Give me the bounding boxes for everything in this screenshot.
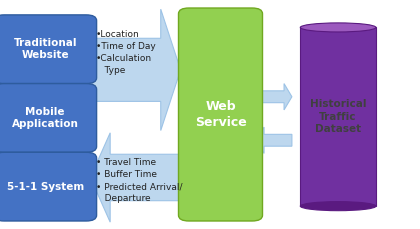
- Text: 5-1-1 System: 5-1-1 System: [7, 182, 84, 192]
- Polygon shape: [256, 84, 292, 110]
- FancyBboxPatch shape: [0, 152, 97, 221]
- Text: Mobile
Application: Mobile Application: [12, 107, 79, 129]
- Polygon shape: [256, 127, 292, 153]
- FancyBboxPatch shape: [0, 84, 97, 152]
- Text: Web
Service: Web Service: [194, 100, 247, 129]
- FancyBboxPatch shape: [300, 27, 376, 206]
- Polygon shape: [90, 9, 181, 131]
- Text: • Travel Time
• Buffer Time
• Predicted Arrival/
   Departure: • Travel Time • Buffer Time • Predicted …: [96, 158, 182, 203]
- FancyBboxPatch shape: [178, 8, 262, 221]
- Ellipse shape: [300, 23, 376, 32]
- Text: •Location
•Time of Day
•Calculation
   Type: •Location •Time of Day •Calculation Type: [96, 30, 155, 75]
- Text: Historical
Traffic
Dataset: Historical Traffic Dataset: [310, 99, 366, 134]
- Text: Traditional
Website: Traditional Website: [13, 38, 77, 60]
- FancyBboxPatch shape: [0, 15, 97, 84]
- Ellipse shape: [300, 202, 376, 211]
- Polygon shape: [90, 133, 181, 222]
